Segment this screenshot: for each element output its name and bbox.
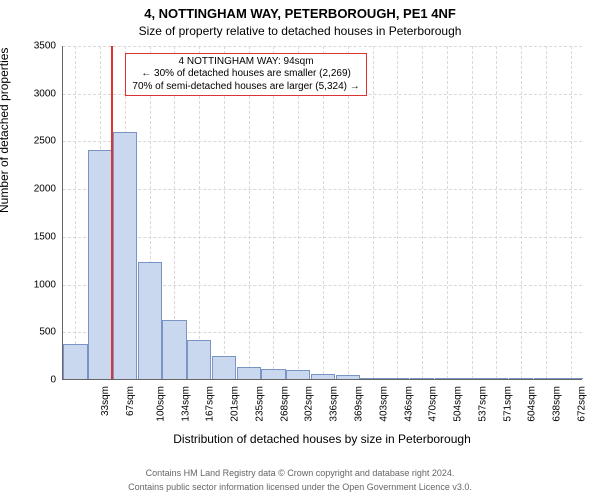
chart-title: 4, NOTTINGHAM WAY, PETERBOROUGH, PE1 4NF <box>0 6 600 21</box>
x-tick-label: 504sqm <box>453 386 464 422</box>
x-tick-label: 235sqm <box>255 386 266 422</box>
grid-line-vertical <box>546 46 547 379</box>
footer-line-2: Contains public sector information licen… <box>0 482 600 492</box>
y-tick-label: 1500 <box>18 231 56 242</box>
y-tick-label: 500 <box>18 327 56 338</box>
histogram-bar <box>162 320 186 379</box>
histogram-bar <box>261 369 285 379</box>
x-tick-label: 604sqm <box>527 386 538 422</box>
x-tick-label: 672sqm <box>576 386 587 422</box>
footer-line-1: Contains HM Land Registry data © Crown c… <box>0 468 600 478</box>
histogram-bar <box>138 262 162 379</box>
y-tick-label: 1000 <box>18 279 56 290</box>
x-tick-label: 268sqm <box>279 386 290 422</box>
histogram-bar <box>88 150 112 379</box>
y-tick-label: 3000 <box>18 88 56 99</box>
histogram-bar <box>336 375 360 379</box>
x-tick-label: 403sqm <box>378 386 389 422</box>
grid-line-vertical <box>521 46 522 379</box>
grid-line-vertical <box>571 46 572 379</box>
y-tick-label: 0 <box>18 375 56 386</box>
histogram-bar <box>113 132 137 379</box>
histogram-bar <box>410 378 434 379</box>
chart-subtitle: Size of property relative to detached ho… <box>0 24 600 38</box>
histogram-bar <box>484 378 508 379</box>
x-tick-label: 201sqm <box>230 386 241 422</box>
histogram-bar <box>435 378 459 379</box>
annotation-box: 4 NOTTINGHAM WAY: 94sqm← 30% of detached… <box>125 53 366 97</box>
histogram-bar <box>360 378 384 379</box>
histogram-bar <box>187 340 211 379</box>
grid-line-vertical <box>373 46 374 379</box>
x-tick-label: 134sqm <box>180 386 191 422</box>
grid-line-vertical <box>496 46 497 379</box>
x-tick-label: 571sqm <box>502 386 513 422</box>
histogram-bar <box>63 344 87 379</box>
x-tick-label: 470sqm <box>428 386 439 422</box>
histogram-bar <box>385 378 409 379</box>
x-tick-label: 167sqm <box>205 386 216 422</box>
histogram-bar <box>237 367 261 379</box>
grid-line-vertical <box>422 46 423 379</box>
x-tick-label: 100sqm <box>155 386 166 422</box>
histogram-bar <box>558 378 582 379</box>
x-tick-label: 436sqm <box>403 386 414 422</box>
histogram-bar <box>286 370 310 379</box>
y-tick-label: 2500 <box>18 136 56 147</box>
y-tick-label: 2000 <box>18 184 56 195</box>
x-axis-label: Distribution of detached houses by size … <box>62 432 582 446</box>
x-tick-label: 638sqm <box>552 386 563 422</box>
histogram-bar <box>534 378 558 379</box>
grid-line-vertical <box>447 46 448 379</box>
grid-line-vertical <box>397 46 398 379</box>
histogram-bar <box>509 378 533 379</box>
x-tick-label: 537sqm <box>477 386 488 422</box>
reference-line <box>111 46 113 379</box>
chart-container: 4, NOTTINGHAM WAY, PETERBOROUGH, PE1 4NF… <box>0 0 600 500</box>
y-tick-label: 3500 <box>18 41 56 52</box>
x-tick-label: 336sqm <box>329 386 340 422</box>
grid-line-vertical <box>75 46 76 379</box>
x-tick-label: 33sqm <box>100 386 111 416</box>
x-tick-label: 67sqm <box>125 386 136 416</box>
annotation-line: ← 30% of detached houses are smaller (2,… <box>132 68 359 81</box>
histogram-bar <box>212 356 236 379</box>
plot-area: 4 NOTTINGHAM WAY: 94sqm← 30% of detached… <box>62 46 582 380</box>
grid-line-vertical <box>472 46 473 379</box>
histogram-bar <box>311 374 335 379</box>
x-tick-label: 302sqm <box>304 386 315 422</box>
annotation-line: 4 NOTTINGHAM WAY: 94sqm <box>132 56 359 69</box>
annotation-line: 70% of semi-detached houses are larger (… <box>132 81 359 94</box>
histogram-bar <box>459 378 483 379</box>
x-tick-label: 369sqm <box>354 386 365 422</box>
